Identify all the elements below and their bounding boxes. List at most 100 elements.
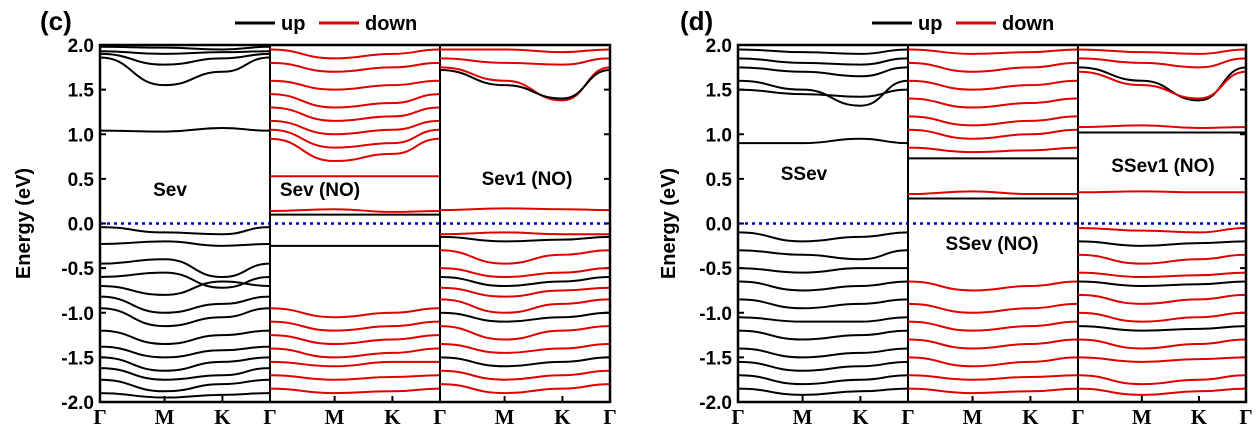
- y-tick-label: 1.5: [706, 81, 733, 102]
- k-point-label: Γ: [433, 405, 446, 429]
- band-down: [908, 115, 1078, 127]
- band-up: [100, 307, 270, 328]
- band-up: [100, 345, 270, 359]
- band-up: [100, 258, 270, 279]
- y-tick-label: 0.0: [706, 215, 732, 236]
- legend-label-down: down: [365, 13, 417, 35]
- band-down: [270, 307, 440, 319]
- band-up: [738, 298, 908, 310]
- band-down: [440, 369, 610, 381]
- band-down: [1078, 253, 1246, 265]
- band-down: [440, 57, 610, 66]
- band-up: [738, 329, 908, 341]
- band-up: [100, 392, 270, 399]
- band-lines: [100, 45, 270, 399]
- band-lines: [908, 48, 1078, 395]
- y-tick-label: 1.0: [68, 125, 94, 146]
- band-up: [100, 271, 270, 289]
- band-down: [908, 48, 1078, 55]
- y-tick-label: 2.0: [68, 36, 94, 57]
- k-point-label: M: [1132, 405, 1152, 429]
- band-down: [440, 48, 610, 54]
- y-tick-label: 2.0: [706, 36, 732, 57]
- band-down: [270, 106, 440, 122]
- band-down: [270, 347, 440, 359]
- k-point-label: Γ: [1071, 405, 1084, 429]
- band-down: [1078, 226, 1246, 234]
- y-tick-label: -2.0: [699, 393, 732, 414]
- band-down: [270, 334, 440, 345]
- band-up: [1078, 240, 1246, 247]
- subpanel-2: SSev1 (NO): [1078, 48, 1246, 396]
- y-tick-label: 0.5: [706, 170, 733, 191]
- subpanel-label: Sev (NO): [280, 180, 360, 201]
- band-up: [100, 240, 270, 247]
- band-down: [908, 338, 1078, 350]
- band-down: [1078, 190, 1246, 194]
- band-down: [908, 128, 1078, 140]
- y-tick-label: 1.0: [706, 125, 732, 146]
- band-down: [908, 356, 1078, 368]
- k-point-label: K: [384, 405, 401, 429]
- band-down: [440, 383, 610, 395]
- band-up: [738, 360, 908, 372]
- y-axis-label: Energy (eV): [13, 168, 35, 279]
- band-down: [440, 342, 610, 354]
- band-down: [908, 320, 1078, 332]
- band-down: [1078, 271, 1246, 279]
- band-down: [270, 48, 440, 60]
- band-up: [100, 50, 270, 55]
- band-down: [908, 374, 1078, 381]
- band-up: [738, 374, 908, 386]
- y-tick-label: -2.0: [61, 393, 94, 414]
- band-up: [440, 276, 610, 287]
- subpanel-1: SSev (NO): [908, 48, 1078, 395]
- band-up: [440, 68, 610, 100]
- band-up: [738, 48, 908, 55]
- legend-label-up: up: [918, 13, 942, 35]
- subpanel-label: Sev1 (NO): [482, 169, 573, 190]
- legend: up down: [872, 13, 1054, 35]
- band-down: [440, 267, 610, 279]
- band-up: [100, 378, 270, 393]
- band-up: [1078, 66, 1246, 102]
- band-up: [440, 311, 610, 323]
- band-up: [440, 356, 610, 368]
- legend: up down: [235, 13, 417, 35]
- y-tick-label: -1.0: [61, 304, 94, 325]
- band-up: [738, 280, 908, 292]
- band-up: [100, 329, 270, 345]
- legend-label-up: up: [281, 13, 305, 35]
- band-down: [1078, 356, 1246, 363]
- y-tick-label: 0.5: [68, 170, 95, 191]
- subpanel-label: SSev (NO): [946, 234, 1039, 255]
- band-down: [1078, 338, 1246, 350]
- band-panel-c: (c) up down Energy (eV) 2.0 1.5 1.0 0.5 0.0 -0.5 -…: [13, 6, 617, 429]
- band-down: [908, 190, 1078, 196]
- y-tick-label: 0.0: [68, 215, 94, 236]
- k-point-label: M: [963, 405, 983, 429]
- k-point-label: K: [1022, 405, 1039, 429]
- band-down: [1078, 387, 1246, 396]
- band-lines: [738, 48, 908, 396]
- band-lines: [270, 48, 440, 395]
- band-up: [100, 280, 270, 296]
- subpanel-0: SSev: [738, 48, 908, 396]
- y-tick-label: 1.5: [68, 81, 95, 102]
- k-point-label: K: [554, 405, 571, 429]
- k-point-label: Γ: [901, 405, 914, 429]
- band-down: [1078, 374, 1246, 386]
- band-up: [738, 347, 908, 359]
- y-tick-label: -1.5: [61, 348, 94, 369]
- band-up: [738, 66, 908, 78]
- band-up: [1078, 280, 1246, 287]
- band-panel-d: (d) up down Energy (eV) 2.0 1.5 1.0 0.5 0.0 -0.5 -…: [658, 6, 1253, 429]
- band-up: [440, 235, 610, 243]
- band-down: [270, 119, 440, 136]
- k-point-label: Γ: [93, 405, 106, 429]
- band-down: [908, 280, 1078, 292]
- band-down: [270, 208, 440, 213]
- band-down: [1078, 48, 1246, 55]
- band-down: [1078, 124, 1246, 130]
